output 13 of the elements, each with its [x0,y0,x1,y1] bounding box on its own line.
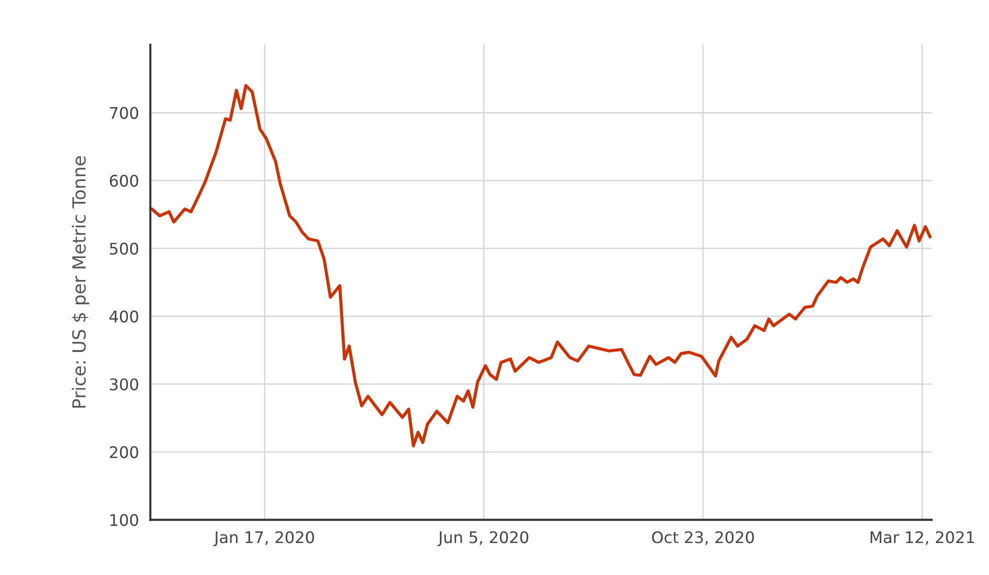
y-tick-label: 500 [110,242,138,255]
y-tick-label: 600 [110,174,138,187]
y-axis-title: Price: US $ per Metric Tonne [72,156,90,408]
x-tick-label: Mar 12, 2021 [870,531,974,545]
line-series [150,84,932,448]
x-tick-label: Jun 5, 2020 [438,531,528,546]
x-tick-label: Jan 17, 2020 [213,531,314,546]
y-tick-label: 100 [110,514,138,526]
x-tick-label: Oct 23, 2020 [652,531,754,545]
y-tick-label: 300 [110,378,138,390]
y-tick-label: 400 [110,310,138,323]
y-tick-label: 200 [110,446,138,458]
y-tick-label: 700 [110,106,138,119]
